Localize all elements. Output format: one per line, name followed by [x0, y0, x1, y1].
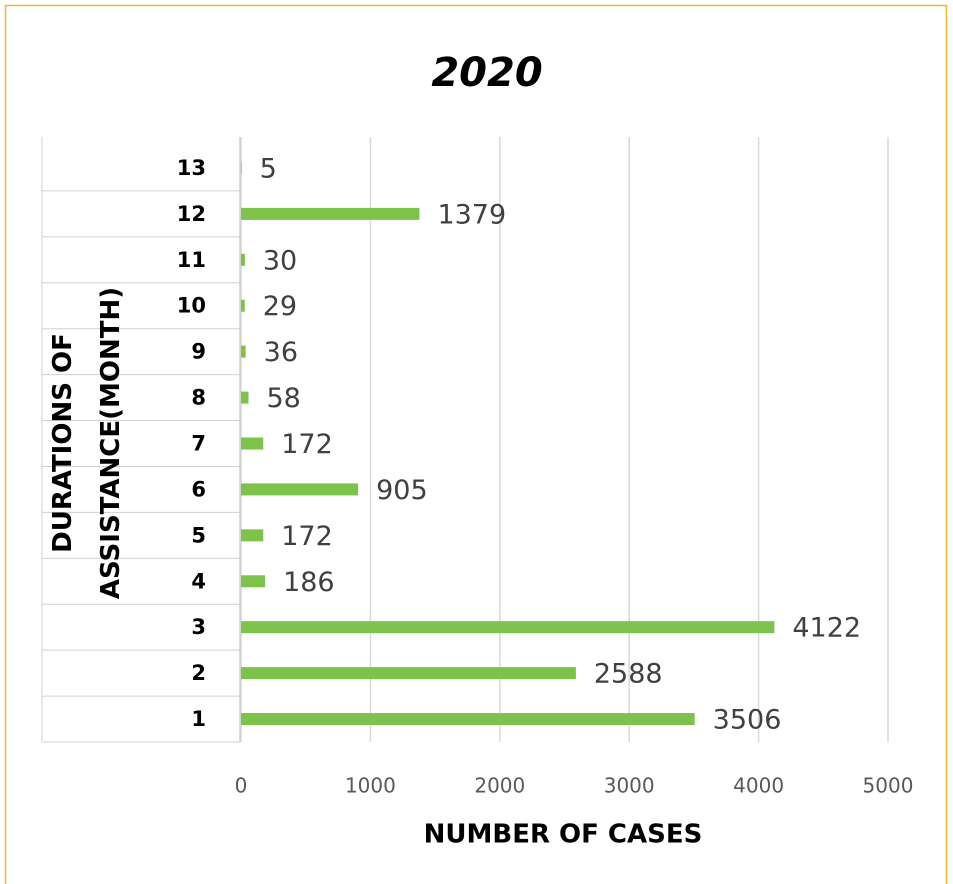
value-label: 172: [281, 429, 333, 460]
value-label: 30: [263, 245, 297, 276]
bar: [241, 299, 245, 312]
value-label: 58: [267, 383, 301, 414]
bar: [241, 161, 242, 174]
value-label: 2588: [594, 659, 663, 690]
value-label: 905: [376, 475, 428, 506]
bar: [241, 667, 576, 680]
bar: [241, 437, 264, 450]
y-tick-label: 4: [191, 569, 206, 593]
y-tick-label: 1: [191, 707, 206, 731]
y-tick-label: 5: [191, 523, 206, 547]
x-tick-label: 5000: [863, 774, 914, 798]
bar: [241, 207, 420, 220]
x-tick-label: 1000: [345, 774, 396, 798]
y-tick-label: 12: [177, 202, 206, 226]
value-label: 5: [260, 153, 277, 184]
bar: [241, 621, 775, 634]
value-label: 186: [283, 567, 335, 598]
bar: [241, 253, 245, 266]
value-label: 4122: [792, 613, 861, 644]
bar: [241, 483, 359, 496]
bar: [241, 713, 695, 726]
y-tick-label: 11: [177, 248, 206, 272]
y-tick-label: 10: [177, 294, 206, 318]
y-axis-label: DURATIONS OF ASSISTANCE(MONTH): [48, 286, 126, 600]
x-tick-label: 4000: [733, 774, 784, 798]
bar: [241, 345, 246, 358]
value-label: 3506: [713, 705, 782, 736]
x-tick-label: 0: [235, 774, 248, 798]
frame: [4, 4, 948, 884]
bar: [241, 391, 249, 404]
value-label: 172: [281, 521, 333, 552]
y-tick-label: 9: [191, 340, 206, 364]
y-tick-label: 6: [191, 477, 206, 501]
bar: [241, 575, 266, 588]
chart-title: 2020: [431, 50, 542, 96]
x-tick-label: 3000: [604, 774, 655, 798]
y-tick-label: 7: [191, 432, 206, 456]
value-label: 1379: [437, 199, 506, 230]
y-tick-label: 13: [177, 156, 206, 180]
x-axis-label: NUMBER OF CASES: [424, 820, 703, 850]
bar: [241, 529, 264, 542]
value-label: 29: [263, 291, 297, 322]
y-tick-label: 8: [191, 386, 206, 410]
x-tick-label: 2000: [474, 774, 525, 798]
y-tick-label: 2: [191, 661, 206, 685]
value-label: 36: [264, 337, 298, 368]
y-tick-label: 3: [191, 615, 206, 639]
